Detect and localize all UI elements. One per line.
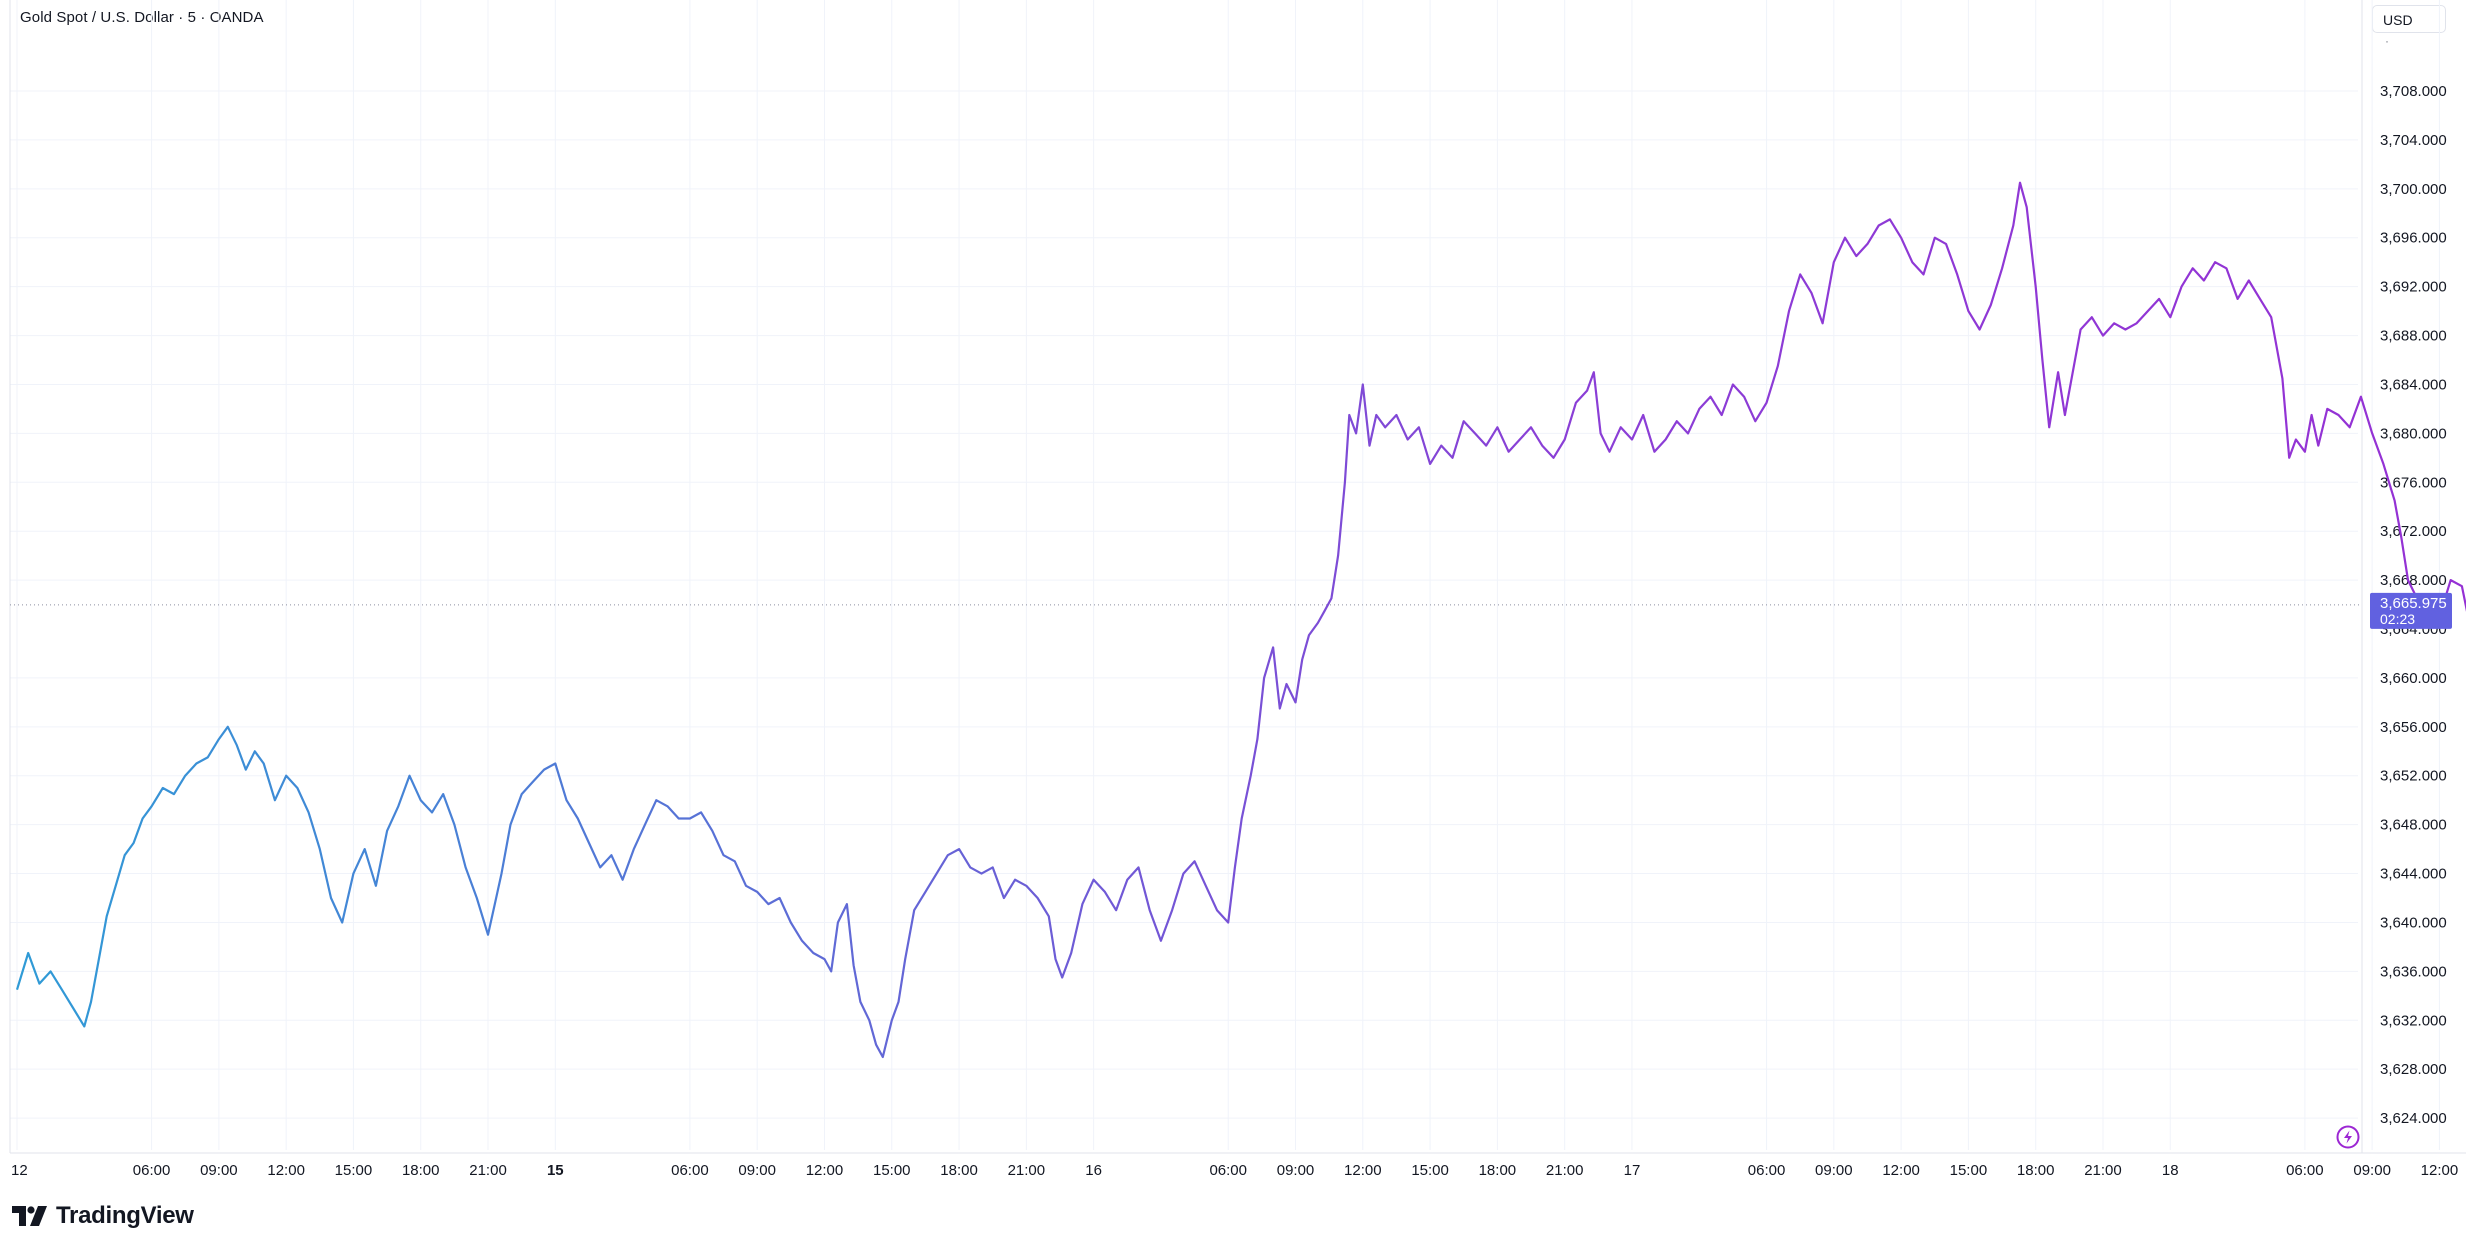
x-tick-label: 15:00: [1411, 1162, 1449, 1179]
x-tick-label: 12:00: [267, 1162, 305, 1179]
x-tick-label: 06:00: [133, 1162, 171, 1179]
x-tick-label: 09:00: [738, 1162, 776, 1179]
y-tick-label: 3,660.000: [2380, 670, 2447, 687]
y-tick-label: 3,672.000: [2380, 523, 2447, 540]
y-tick-label: 3,624.000: [2380, 1110, 2447, 1127]
y-tick-label: 3,688.000: [2380, 328, 2447, 345]
x-tick-label: 12:00: [1344, 1162, 1382, 1179]
x-tick-label: 18:00: [940, 1162, 978, 1179]
x-tick-label: 06:00: [2286, 1162, 2324, 1179]
x-tick-label: 12:00: [2421, 1162, 2459, 1179]
x-tick-label: 18:00: [402, 1162, 440, 1179]
x-tick-label: 18:00: [1479, 1162, 1517, 1179]
last-price-countdown: 02:23: [2380, 611, 2415, 627]
tradingview-wordmark: TradingView: [56, 1202, 194, 1229]
y-tick-label: 3,708.000: [2380, 83, 2447, 100]
y-tick-label: 3,700.000: [2380, 181, 2447, 198]
y-tick-label: 3,640.000: [2380, 914, 2447, 931]
y-tick-label: 3,680.000: [2380, 425, 2447, 442]
y-tick-label: 3,636.000: [2380, 963, 2447, 980]
symbol-title: Gold Spot / U.S. Dollar · 5 · OANDA: [20, 9, 264, 26]
x-tick-label: 15: [547, 1162, 564, 1179]
x-tick-label: 15:00: [335, 1162, 373, 1179]
x-tick-label: 21:00: [2084, 1162, 2122, 1179]
y-tick-label: 3,696.000: [2380, 230, 2447, 247]
x-tick-label: 06:00: [1209, 1162, 1247, 1179]
y-tick-label: 3,632.000: [2380, 1012, 2447, 1029]
y-tick-label: 3,644.000: [2380, 866, 2447, 883]
y-tick-label: 3,676.000: [2380, 474, 2447, 491]
y-tick-label: 3,628.000: [2380, 1061, 2447, 1078]
x-tick-label: 15:00: [1950, 1162, 1988, 1179]
x-tick-label: 21:00: [1008, 1162, 1046, 1179]
last-price-label: 3,665.975 02:23: [2370, 592, 2452, 629]
last-price-label-background: [2370, 592, 2452, 629]
x-tick-label: 21:00: [469, 1162, 507, 1179]
x-tick-label: 17: [1624, 1162, 1641, 1179]
price-axis[interactable]: 3,708.000 3,704.000 3,700.000 3,696.000 3,69…: [2380, 83, 2447, 1127]
x-tick-label: 06:00: [671, 1162, 709, 1179]
y-tick-label: 3,684.000: [2380, 376, 2447, 393]
price-series-line: [15, 181, 2466, 1059]
x-tick-label: 18: [2162, 1162, 2179, 1179]
lightning-bolt-icon[interactable]: [2334, 1123, 2362, 1151]
tradingview-logo-icon: [12, 1206, 47, 1226]
y-tick-label: 3,648.000: [2380, 817, 2447, 834]
y-tick-label: 3,652.000: [2380, 768, 2447, 785]
y-tick-label: 3,704.000: [2380, 132, 2447, 149]
x-tick-label: 12:00: [1882, 1162, 1920, 1179]
x-tick-label: 18:00: [2017, 1162, 2055, 1179]
x-tick-label: 09:00: [1277, 1162, 1315, 1179]
y-tick-label: 3,668.000: [2380, 572, 2447, 589]
x-tick-label: 15:00: [873, 1162, 911, 1179]
last-price-value: 3,665.975: [2380, 595, 2447, 612]
price-scale-top-marker: ·: [2385, 34, 2389, 48]
x-tick-label: 12: [11, 1162, 28, 1179]
x-tick-label: 06:00: [1748, 1162, 1786, 1179]
x-tick-label: 09:00: [200, 1162, 238, 1179]
currency-selector-button[interactable]: USD: [2372, 5, 2446, 33]
grid-lines: [9, 0, 2466, 1154]
x-tick-label: 09:00: [2353, 1162, 2391, 1179]
y-tick-label: 3,656.000: [2380, 719, 2447, 736]
tradingview-logo[interactable]: TradingView: [12, 1202, 194, 1230]
y-tick-label: 3,692.000: [2380, 279, 2447, 296]
x-tick-label: 09:00: [1815, 1162, 1853, 1179]
x-tick-label: 16: [1085, 1162, 1102, 1179]
time-axis[interactable]: 12 06:00 09:00 12:00 15:00 18:00 21:00 15 06:00 0…: [11, 1162, 2458, 1179]
x-tick-label: 12:00: [806, 1162, 844, 1179]
x-tick-label: 21:00: [1546, 1162, 1584, 1179]
